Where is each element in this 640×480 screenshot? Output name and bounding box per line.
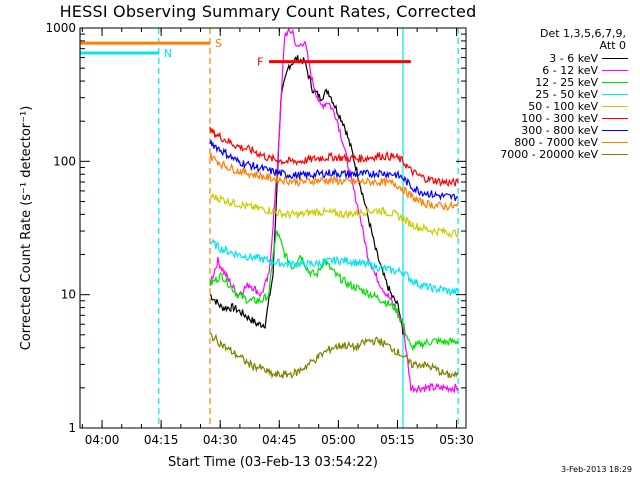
y-tick-label: 100 [53,154,76,168]
series-line-7 [209,152,459,211]
legend-entry-label: 100 - 300 keV [521,111,598,125]
series-line-6 [209,140,459,201]
legend-entry: 6 - 12 keV [484,63,634,77]
series-line-0 [209,55,404,335]
y-tick-label: 10 [61,288,76,302]
legend-swatch [602,57,628,59]
legend-swatch [602,81,628,83]
x-tick-label: 05:15 [380,433,415,447]
legend-entry: 100 - 300 keV [484,111,634,125]
x-tick-label: 04:30 [203,433,238,447]
annotation-label-N: N [164,47,172,60]
legend-swatch [602,93,628,95]
legend-header-line1: Det 1,3,5,6,7,9, [539,27,626,40]
legend-swatch [602,141,628,143]
legend-entry-label: 12 - 25 keV [535,75,598,89]
legend-entry-label: 300 - 800 keV [521,123,598,137]
legend-entry: 7000 - 20000 keV [484,147,634,161]
legend: Det 1,3,5,6,7,9, Att 0 3 - 6 keV 6 - 12 k… [484,27,634,161]
x-tick-label: 04:15 [144,433,179,447]
legend-entry: 300 - 800 keV [484,123,634,137]
series-line-2 [209,230,459,351]
legend-entry-label: 6 - 12 keV [542,63,598,77]
chart-title: HESSI Observing Summary Count Rates, Cor… [59,2,477,21]
series-line-3 [209,238,459,297]
y-axis-label: Corrected Count Rate (s⁻¹ detector⁻¹) [19,106,34,351]
annotation-label-F: F [257,56,263,69]
legend-entry-label: 7000 - 20000 keV [500,147,598,161]
legend-entry: 3 - 6 keV [484,51,634,65]
legend-header-line2: Att 0 [599,39,626,52]
legend-entry-label: 3 - 6 keV [549,51,598,65]
x-tick-label: 04:45 [262,433,297,447]
legend-swatch [602,129,628,131]
legend-swatch [602,153,628,155]
series-line-8 [209,332,459,380]
y-tick-label: 1000 [45,21,76,35]
series-line-5 [209,126,459,187]
legend-entry: 25 - 50 keV [484,87,634,101]
legend-entry-label: 800 - 7000 keV [514,135,598,149]
legend-swatch [602,105,628,107]
legend-swatch [602,117,628,119]
legend-entry-label: 25 - 50 keV [535,87,598,101]
series-line-1 [209,28,459,394]
x-tick-label: 05:30 [439,433,474,447]
x-tick-label: 05:00 [321,433,356,447]
legend-entry-label: 50 - 100 keV [528,99,598,113]
legend-entry: 800 - 7000 keV [484,135,634,149]
legend-entry: 12 - 25 keV [484,75,634,89]
y-tick-label: 1 [68,421,76,435]
annotation-label-S: S [215,37,222,50]
timestamp: 3-Feb-2013 18:29 [561,465,632,474]
series-line-4 [209,192,459,238]
x-tick-label: 04:00 [85,433,120,447]
legend-swatch [602,69,628,71]
legend-entry: 50 - 100 keV [484,99,634,113]
x-axis-label: Start Time (03-Feb-13 03:54:22) [168,455,378,470]
plot-frame [79,27,467,429]
